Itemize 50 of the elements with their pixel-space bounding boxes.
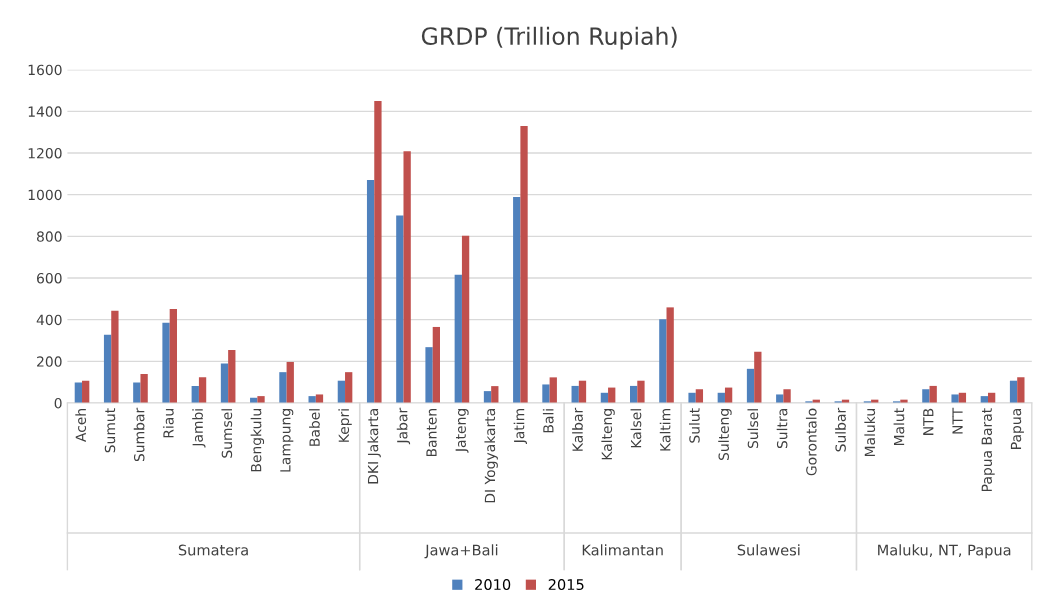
- x-tick-label: Jambi: [192, 409, 206, 448]
- x-tick-label: Sultra: [776, 409, 788, 449]
- x-tick-label: DI Yogyakarta: [484, 409, 498, 503]
- x-tick-label: Banten: [426, 409, 437, 457]
- x-tick-label: Jabar: [396, 407, 411, 445]
- x-tick-label: Sulbar: [835, 407, 846, 452]
- x-tick-label: Maluku: [864, 409, 876, 457]
- x-tick-label: Kepri: [338, 409, 352, 442]
- x-tick-label: Jateng: [455, 409, 469, 453]
- text: Kalimantan: [582, 544, 663, 556]
- x-tick-label: Bengkulu: [250, 409, 265, 472]
- x-tick-label: Malut: [893, 408, 905, 446]
- text: Sumatera: [178, 544, 248, 556]
- x-tick-label: Jatim: [513, 409, 527, 445]
- x-tick-label: DKI Jakarta: [367, 409, 381, 484]
- x-tick-label: Papua Barat: [981, 408, 995, 491]
- chart-title: GRDP (Trillion Rupiah): [421, 26, 677, 50]
- x-tick-label: Sumut: [104, 408, 116, 453]
- x-tick-label: Lampung: [280, 409, 294, 472]
- legend-label: 2015: [548, 579, 584, 591]
- x-tick-label: Sulut: [689, 408, 700, 443]
- text: Maluku, NT, Papua: [878, 544, 1011, 559]
- x-tick-label: Sulsel: [747, 409, 759, 449]
- x-tick-label: Gorontalo: [805, 408, 817, 476]
- x-tick-label: Papua: [1010, 409, 1024, 449]
- y-tick-label: 1000: [28, 189, 62, 201]
- y-tick-label: 200: [37, 356, 62, 367]
- y-tick-label: 800: [36, 231, 62, 242]
- y-tick-label: 400: [36, 314, 62, 326]
- y-tick-label: 1600: [28, 64, 62, 76]
- y-tick-label: 1200: [28, 147, 62, 159]
- x-tick-label: Bali: [542, 409, 554, 433]
- y-tick-label: 0: [54, 397, 62, 409]
- legend-label: 2010: [475, 579, 511, 591]
- x-tick-label: Aceh: [75, 409, 87, 442]
- text: Sulawesi: [737, 544, 800, 556]
- x-tick-label: Sumsel: [221, 409, 233, 458]
- x-tick-label: Sumbar: [133, 407, 145, 462]
- x-tick-label: Kalbar: [572, 407, 583, 451]
- x-tick-label: Kalsel: [630, 409, 642, 448]
- x-tick-label: NTT: [952, 407, 963, 434]
- x-tick-label: Sulteng: [718, 409, 732, 461]
- y-tick-label: 1400: [28, 106, 62, 117]
- x-tick-label: Kaltim: [659, 409, 671, 451]
- y-tick-label: 600: [37, 272, 62, 284]
- x-tick-label: Riau: [162, 409, 174, 438]
- x-tick-label: Babel: [309, 409, 320, 446]
- x-tick-label: NTB: [923, 408, 934, 435]
- x-tick-label: Kalteng: [601, 409, 615, 460]
- text: Jawa+Bali: [424, 544, 498, 559]
